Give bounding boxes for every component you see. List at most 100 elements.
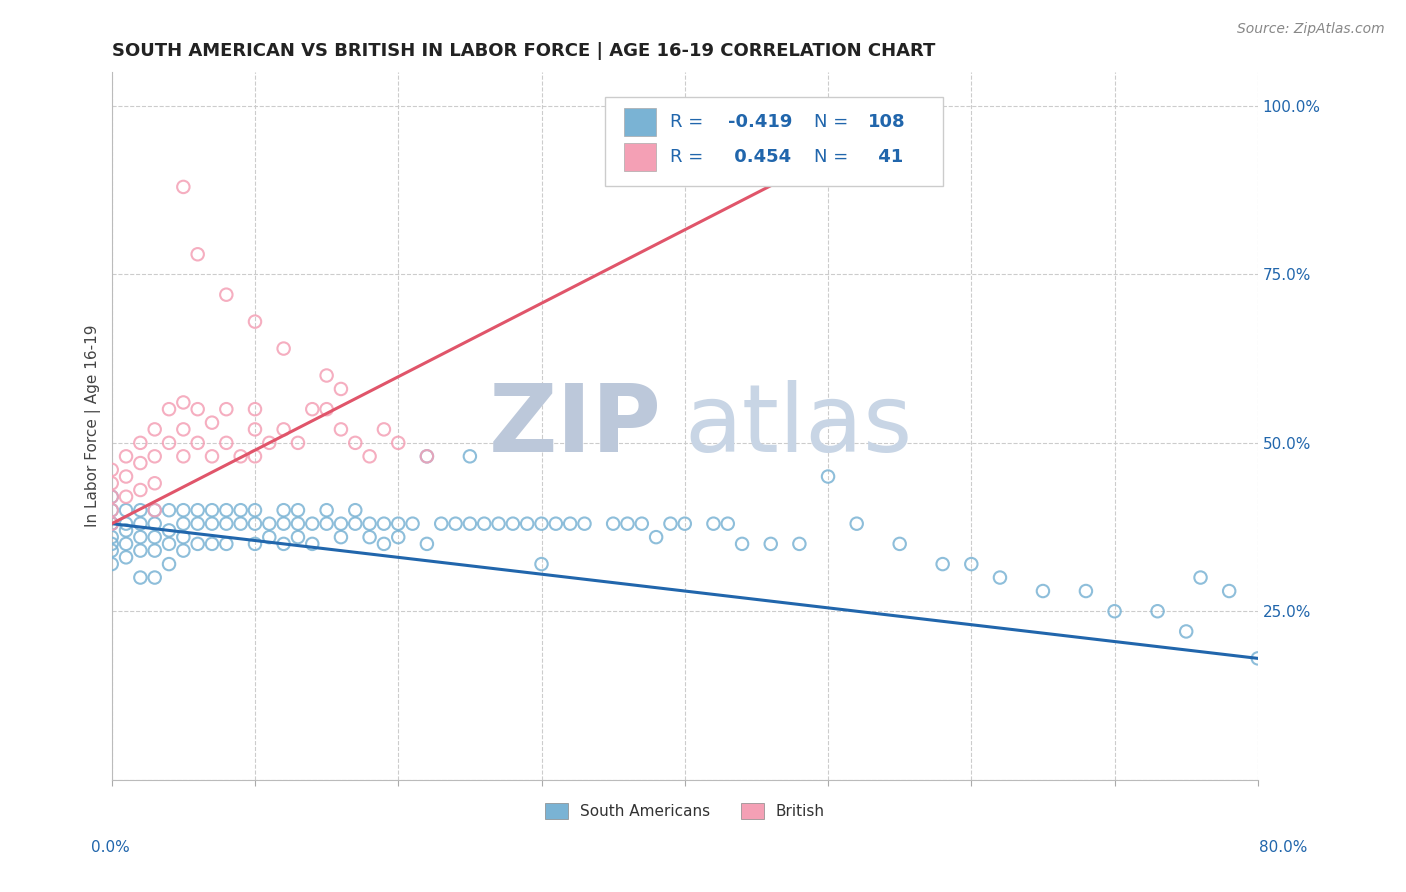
Point <box>488 516 510 531</box>
Point <box>817 469 839 483</box>
Point <box>215 435 238 450</box>
Point <box>100 537 122 551</box>
Point <box>530 516 553 531</box>
Point <box>157 402 180 417</box>
Point <box>143 543 166 558</box>
Point <box>215 516 238 531</box>
Point <box>157 503 180 517</box>
Point <box>201 537 224 551</box>
Point <box>273 422 295 436</box>
Point <box>100 490 122 504</box>
Point <box>789 537 811 551</box>
Point <box>172 530 194 544</box>
Point <box>273 503 295 517</box>
Point <box>100 516 122 531</box>
Point <box>129 543 152 558</box>
Point <box>215 503 238 517</box>
Point <box>115 537 138 551</box>
Point <box>201 416 224 430</box>
Point <box>387 516 409 531</box>
Point <box>115 516 138 531</box>
Point <box>329 422 352 436</box>
Point <box>100 530 122 544</box>
Point <box>215 287 238 301</box>
Point <box>1218 584 1240 599</box>
Point <box>287 516 309 531</box>
Point <box>129 435 152 450</box>
Point <box>187 402 209 417</box>
Point <box>344 435 367 450</box>
Point <box>416 537 439 551</box>
Legend: South Americans, British: South Americans, British <box>538 797 831 825</box>
Point <box>344 503 367 517</box>
Point <box>100 557 122 571</box>
Point <box>329 382 352 396</box>
Point <box>931 557 953 571</box>
Point <box>717 516 740 531</box>
Point <box>172 543 194 558</box>
Point <box>502 516 524 531</box>
Point <box>100 463 122 477</box>
Point <box>243 537 266 551</box>
Point <box>243 402 266 417</box>
Text: 0.0%: 0.0% <box>91 840 131 855</box>
Point <box>259 435 281 450</box>
Point <box>287 435 309 450</box>
Point <box>157 537 180 551</box>
Point <box>115 503 138 517</box>
Point <box>129 503 152 517</box>
Point <box>115 469 138 483</box>
Point <box>215 537 238 551</box>
Point <box>243 422 266 436</box>
Point <box>444 516 467 531</box>
Point <box>100 516 122 531</box>
Point <box>329 530 352 544</box>
Point <box>416 450 439 464</box>
Point <box>359 530 381 544</box>
Point <box>143 530 166 544</box>
Point <box>373 537 395 551</box>
Point <box>1104 604 1126 618</box>
Point <box>129 516 152 531</box>
Point <box>315 516 337 531</box>
Y-axis label: In Labor Force | Age 16-19: In Labor Force | Age 16-19 <box>86 325 101 527</box>
Point <box>301 537 323 551</box>
Point <box>100 516 122 531</box>
Point <box>187 537 209 551</box>
Point <box>287 503 309 517</box>
Point <box>359 516 381 531</box>
Point <box>157 435 180 450</box>
Point <box>100 543 122 558</box>
Point <box>845 516 868 531</box>
Point <box>157 524 180 538</box>
Point <box>273 516 295 531</box>
Point <box>759 537 782 551</box>
Point <box>143 516 166 531</box>
Point <box>100 490 122 504</box>
Point <box>143 503 166 517</box>
Point <box>315 368 337 383</box>
Point <box>602 516 624 531</box>
Point <box>458 516 481 531</box>
Text: atlas: atlas <box>685 380 912 472</box>
Point <box>115 490 138 504</box>
FancyBboxPatch shape <box>624 143 657 171</box>
Text: SOUTH AMERICAN VS BRITISH IN LABOR FORCE | AGE 16-19 CORRELATION CHART: SOUTH AMERICAN VS BRITISH IN LABOR FORCE… <box>111 42 935 60</box>
Point <box>115 524 138 538</box>
Point <box>673 516 696 531</box>
Point <box>143 450 166 464</box>
Point <box>889 537 911 551</box>
Point <box>100 503 122 517</box>
Point <box>143 476 166 491</box>
Point <box>172 422 194 436</box>
Point <box>273 342 295 356</box>
Point <box>315 503 337 517</box>
Point <box>702 516 724 531</box>
Point <box>430 516 453 531</box>
Point <box>373 516 395 531</box>
Text: N =: N = <box>814 113 855 131</box>
Point <box>229 503 252 517</box>
Point <box>229 450 252 464</box>
Text: -0.419: -0.419 <box>728 113 793 131</box>
Point <box>115 550 138 565</box>
